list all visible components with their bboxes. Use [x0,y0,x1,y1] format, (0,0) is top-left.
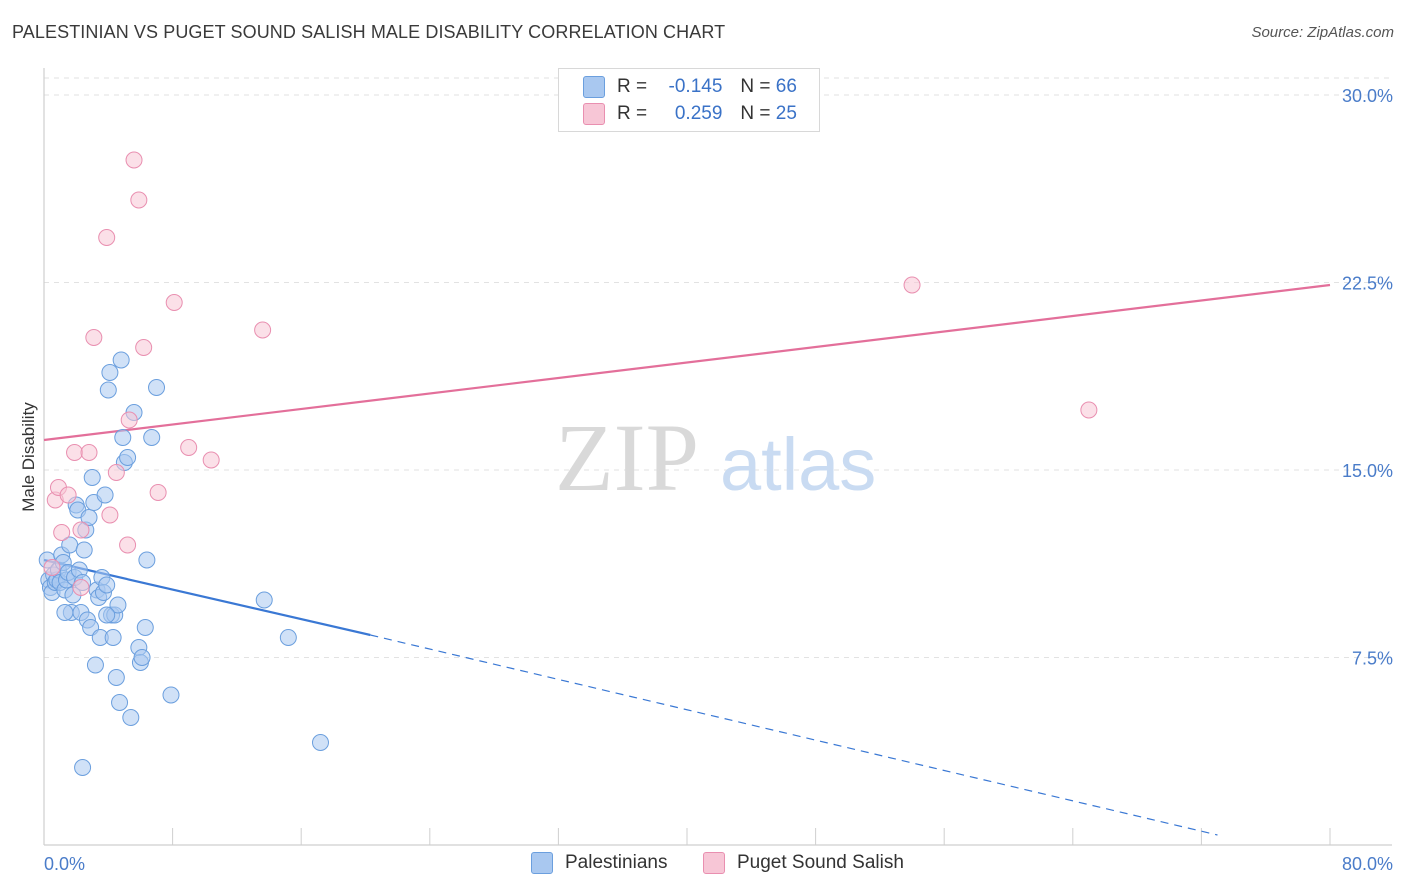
x-tick-label: 80.0% [1342,854,1393,874]
legend-item-palestinians: Palestinians [531,852,667,874]
data-point [148,379,166,396]
data-point [80,509,98,526]
legend-r-label: R = [617,76,648,97]
y-axis-title: Male Disability [19,402,38,512]
legend-item-label: Palestinians [565,852,668,873]
data-point [136,619,154,636]
y-tick-label: 7.5% [1352,649,1393,669]
data-point [119,536,137,554]
data-point [165,294,183,311]
data-point [98,229,116,246]
trend-line-extension [370,634,1218,836]
data-point [138,551,156,569]
data-point [114,429,132,446]
legend-swatch-pink [583,103,605,125]
data-point [122,709,140,726]
legend-r-label: R = [617,103,648,124]
data-points [38,151,1098,776]
data-point [125,151,143,169]
data-point [99,381,117,399]
chart-title: PALESTINIAN VS PUGET SOUND SALISH MALE D… [12,22,726,42]
legend-row-salish: R = 0.259 N = 25 [559,101,797,127]
watermark-zip: ZIP [555,404,699,511]
data-point [96,486,114,504]
data-point [101,506,119,524]
data-point [130,191,148,209]
legend-n-value: 66 [775,76,797,97]
data-point [162,686,180,704]
legend-item-label: Puget Sound Salish [737,852,904,873]
source-label: Source: ZipAtlas.com [1251,24,1394,41]
data-point [72,579,90,596]
data-point [202,451,220,469]
data-point [85,329,103,346]
data-point [56,604,74,621]
trend-line-puget-sound-salish [43,283,1331,442]
legend-n-label: N = [740,103,771,124]
tick-labels: 7.5% 15.0% 22.5% 30.0% 0.0% 80.0% Male Disabil… [19,86,1393,874]
series-palestinians [38,351,329,776]
data-point [119,449,137,466]
data-point [311,734,329,751]
series-puget-sound-salish [43,151,1098,596]
data-point [254,321,272,339]
data-point [109,596,127,614]
legend-n-label: N = [740,76,771,97]
stats-legend: R = -0.145 N = 66 R = 0.259 N = 25 [558,68,820,132]
data-point [104,629,122,646]
data-point [143,429,161,446]
legend-item-salish: Puget Sound Salish [703,852,904,874]
data-point [255,591,273,609]
data-point [101,364,119,381]
legend-n-value: 25 [775,103,797,124]
data-point [98,576,116,594]
legend-swatch-blue [531,852,553,874]
data-point [83,469,101,486]
data-point [149,484,167,501]
data-point [98,606,116,624]
data-point [86,656,104,674]
series-legend: Palestinians Puget Sound Salish [0,852,1406,878]
data-point [111,694,129,711]
data-point [66,444,84,461]
data-point [903,276,921,294]
y-tick-label: 15.0% [1342,461,1393,481]
data-point [1080,401,1098,419]
data-point [133,649,151,666]
axes [43,68,1392,846]
watermark-atlas: atlas [720,423,876,506]
legend-row-palestinians: R = -0.145 N = 66 [559,74,797,100]
data-point [279,629,297,646]
y-tick-label: 30.0% [1342,86,1393,106]
data-point [75,541,93,559]
y-tick-label: 22.5% [1342,274,1393,294]
legend-swatch-blue [583,76,605,98]
x-tick-label: 0.0% [44,854,85,874]
data-point [72,521,90,539]
data-point [107,464,125,481]
data-point [80,444,98,461]
data-point [43,559,61,576]
data-point [135,339,153,356]
data-point [59,486,77,504]
data-point [53,524,71,541]
data-point [120,411,138,429]
gridlines [44,77,1392,658]
legend-swatch-pink [703,852,725,874]
trend-lines [43,283,1331,836]
data-point [107,669,125,686]
data-point [112,351,130,369]
data-point [180,439,198,456]
watermark: ZIP atlas [555,404,876,511]
data-point [74,759,92,776]
legend-r-value: 0.259 [674,103,723,124]
legend-r-value: -0.145 [668,76,723,97]
